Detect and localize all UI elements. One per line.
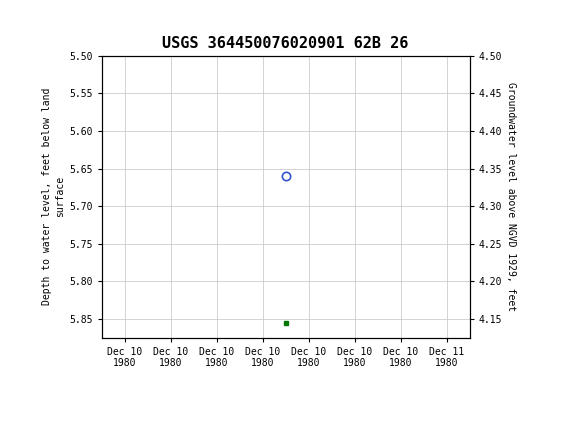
Y-axis label: Groundwater level above NGVD 1929, feet: Groundwater level above NGVD 1929, feet <box>506 82 517 311</box>
Text: USGS: USGS <box>35 14 86 31</box>
Text: ≡: ≡ <box>6 12 24 33</box>
Y-axis label: Depth to water level, feet below land
surface: Depth to water level, feet below land su… <box>42 88 65 305</box>
Title: USGS 364450076020901 62B 26: USGS 364450076020901 62B 26 <box>162 36 409 51</box>
